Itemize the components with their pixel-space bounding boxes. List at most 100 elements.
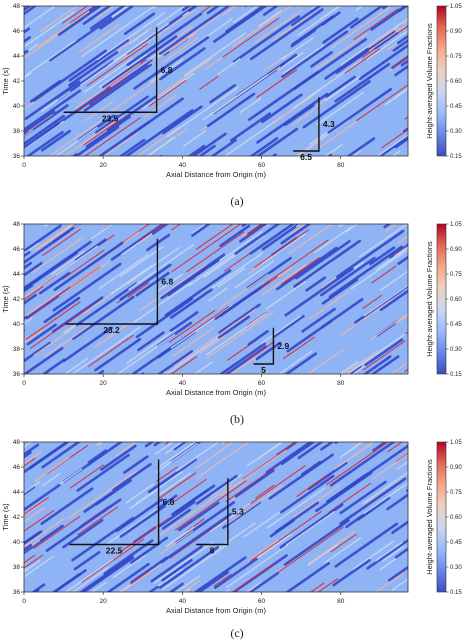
streak (24, 80, 81, 120)
caption-c: (c) (230, 626, 244, 640)
annotation-bracket (253, 327, 275, 365)
streak (0, 377, 8, 408)
x-tick-label: 0 (22, 380, 26, 387)
streak (186, 518, 205, 532)
colorbar-label: Height-averaged Volume Fractions (425, 459, 434, 575)
streak (232, 15, 301, 63)
streak (256, 69, 298, 98)
streak (83, 491, 114, 513)
streak (0, 565, 2, 603)
streak (291, 6, 322, 27)
streak (155, 443, 198, 473)
streak (48, 16, 113, 62)
x-tick-label: 0 (22, 598, 26, 605)
streak (24, 483, 61, 512)
streak (124, 109, 194, 156)
streak (92, 321, 132, 349)
colorbar-tick-label: 0.75 (450, 54, 462, 60)
streak (247, 330, 269, 346)
streak (317, 578, 339, 592)
streak (31, 236, 84, 274)
streak (397, 235, 408, 244)
streak (64, 613, 84, 626)
streak (230, 112, 271, 142)
streak (345, 508, 372, 529)
colorbar-tick-label: 0.75 (450, 490, 462, 496)
streak (382, 546, 405, 562)
streak (81, 538, 145, 583)
streak (71, 326, 141, 374)
streak (293, 37, 367, 90)
streak (186, 231, 245, 273)
streak (130, 570, 150, 585)
streak (260, 315, 302, 345)
streak (24, 451, 42, 465)
streak (103, 539, 154, 575)
streak (106, 562, 150, 592)
streak (258, 10, 282, 27)
streak (95, 95, 149, 134)
streak (297, 138, 323, 156)
streak (51, 573, 81, 592)
streak (51, 251, 85, 275)
annotation-bracket (69, 459, 160, 546)
streak (290, 28, 317, 48)
streak (160, 512, 232, 564)
streak (313, 33, 367, 71)
panel-b: 0 20 40 60 80 36 38 40 42 44 46 48 Axial Distance fr… (0, 218, 474, 428)
colorbar-tick-label: 1.05 (450, 222, 462, 228)
streak (137, 331, 165, 352)
streak (119, 504, 166, 538)
streak (146, 136, 176, 156)
streak (386, 493, 408, 511)
streak (49, 119, 103, 156)
streak (291, 224, 307, 234)
streak (169, 311, 199, 332)
heatmap-background (24, 442, 408, 592)
streak (334, 442, 375, 470)
streak (391, 150, 401, 156)
streak (24, 6, 38, 16)
colorbar-tick-label: 0.90 (450, 247, 462, 253)
streak (242, 442, 298, 480)
streak (375, 572, 404, 592)
streak (139, 263, 208, 312)
y-tick-label: 46 (13, 246, 21, 253)
streak (128, 243, 195, 291)
streak (219, 449, 287, 497)
streak (24, 89, 82, 132)
streak (297, 6, 342, 37)
streak (321, 278, 359, 305)
y-tick-label: 42 (13, 296, 21, 303)
streak (147, 14, 221, 66)
streak (245, 581, 262, 592)
streak (40, 129, 72, 152)
streak (348, 168, 370, 183)
streak (248, 571, 280, 592)
streak (91, 224, 114, 240)
streak (378, 135, 408, 156)
streak (161, 558, 193, 582)
streak (68, 51, 119, 87)
heatmap-streaks (0, 224, 408, 408)
streak (217, 315, 251, 339)
streak (277, 350, 313, 374)
streak (201, 6, 212, 13)
streak (346, 137, 376, 156)
streak (297, 442, 324, 460)
streak (273, 13, 312, 41)
streak (224, 116, 283, 156)
streak (159, 442, 197, 468)
streak (105, 163, 130, 180)
streak (147, 585, 159, 592)
streak (375, 246, 408, 271)
streak (24, 121, 61, 149)
streak (62, 519, 104, 549)
streak (160, 253, 226, 300)
streak (148, 80, 187, 107)
streak (206, 92, 256, 128)
streak (67, 469, 138, 519)
streak (157, 58, 212, 97)
x-tick-label: 80 (337, 598, 345, 605)
streak (98, 254, 149, 289)
